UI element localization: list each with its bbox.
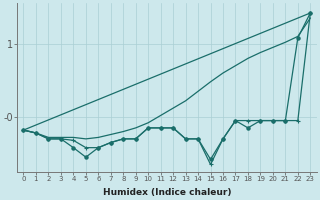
X-axis label: Humidex (Indice chaleur): Humidex (Indice chaleur) (103, 188, 231, 197)
